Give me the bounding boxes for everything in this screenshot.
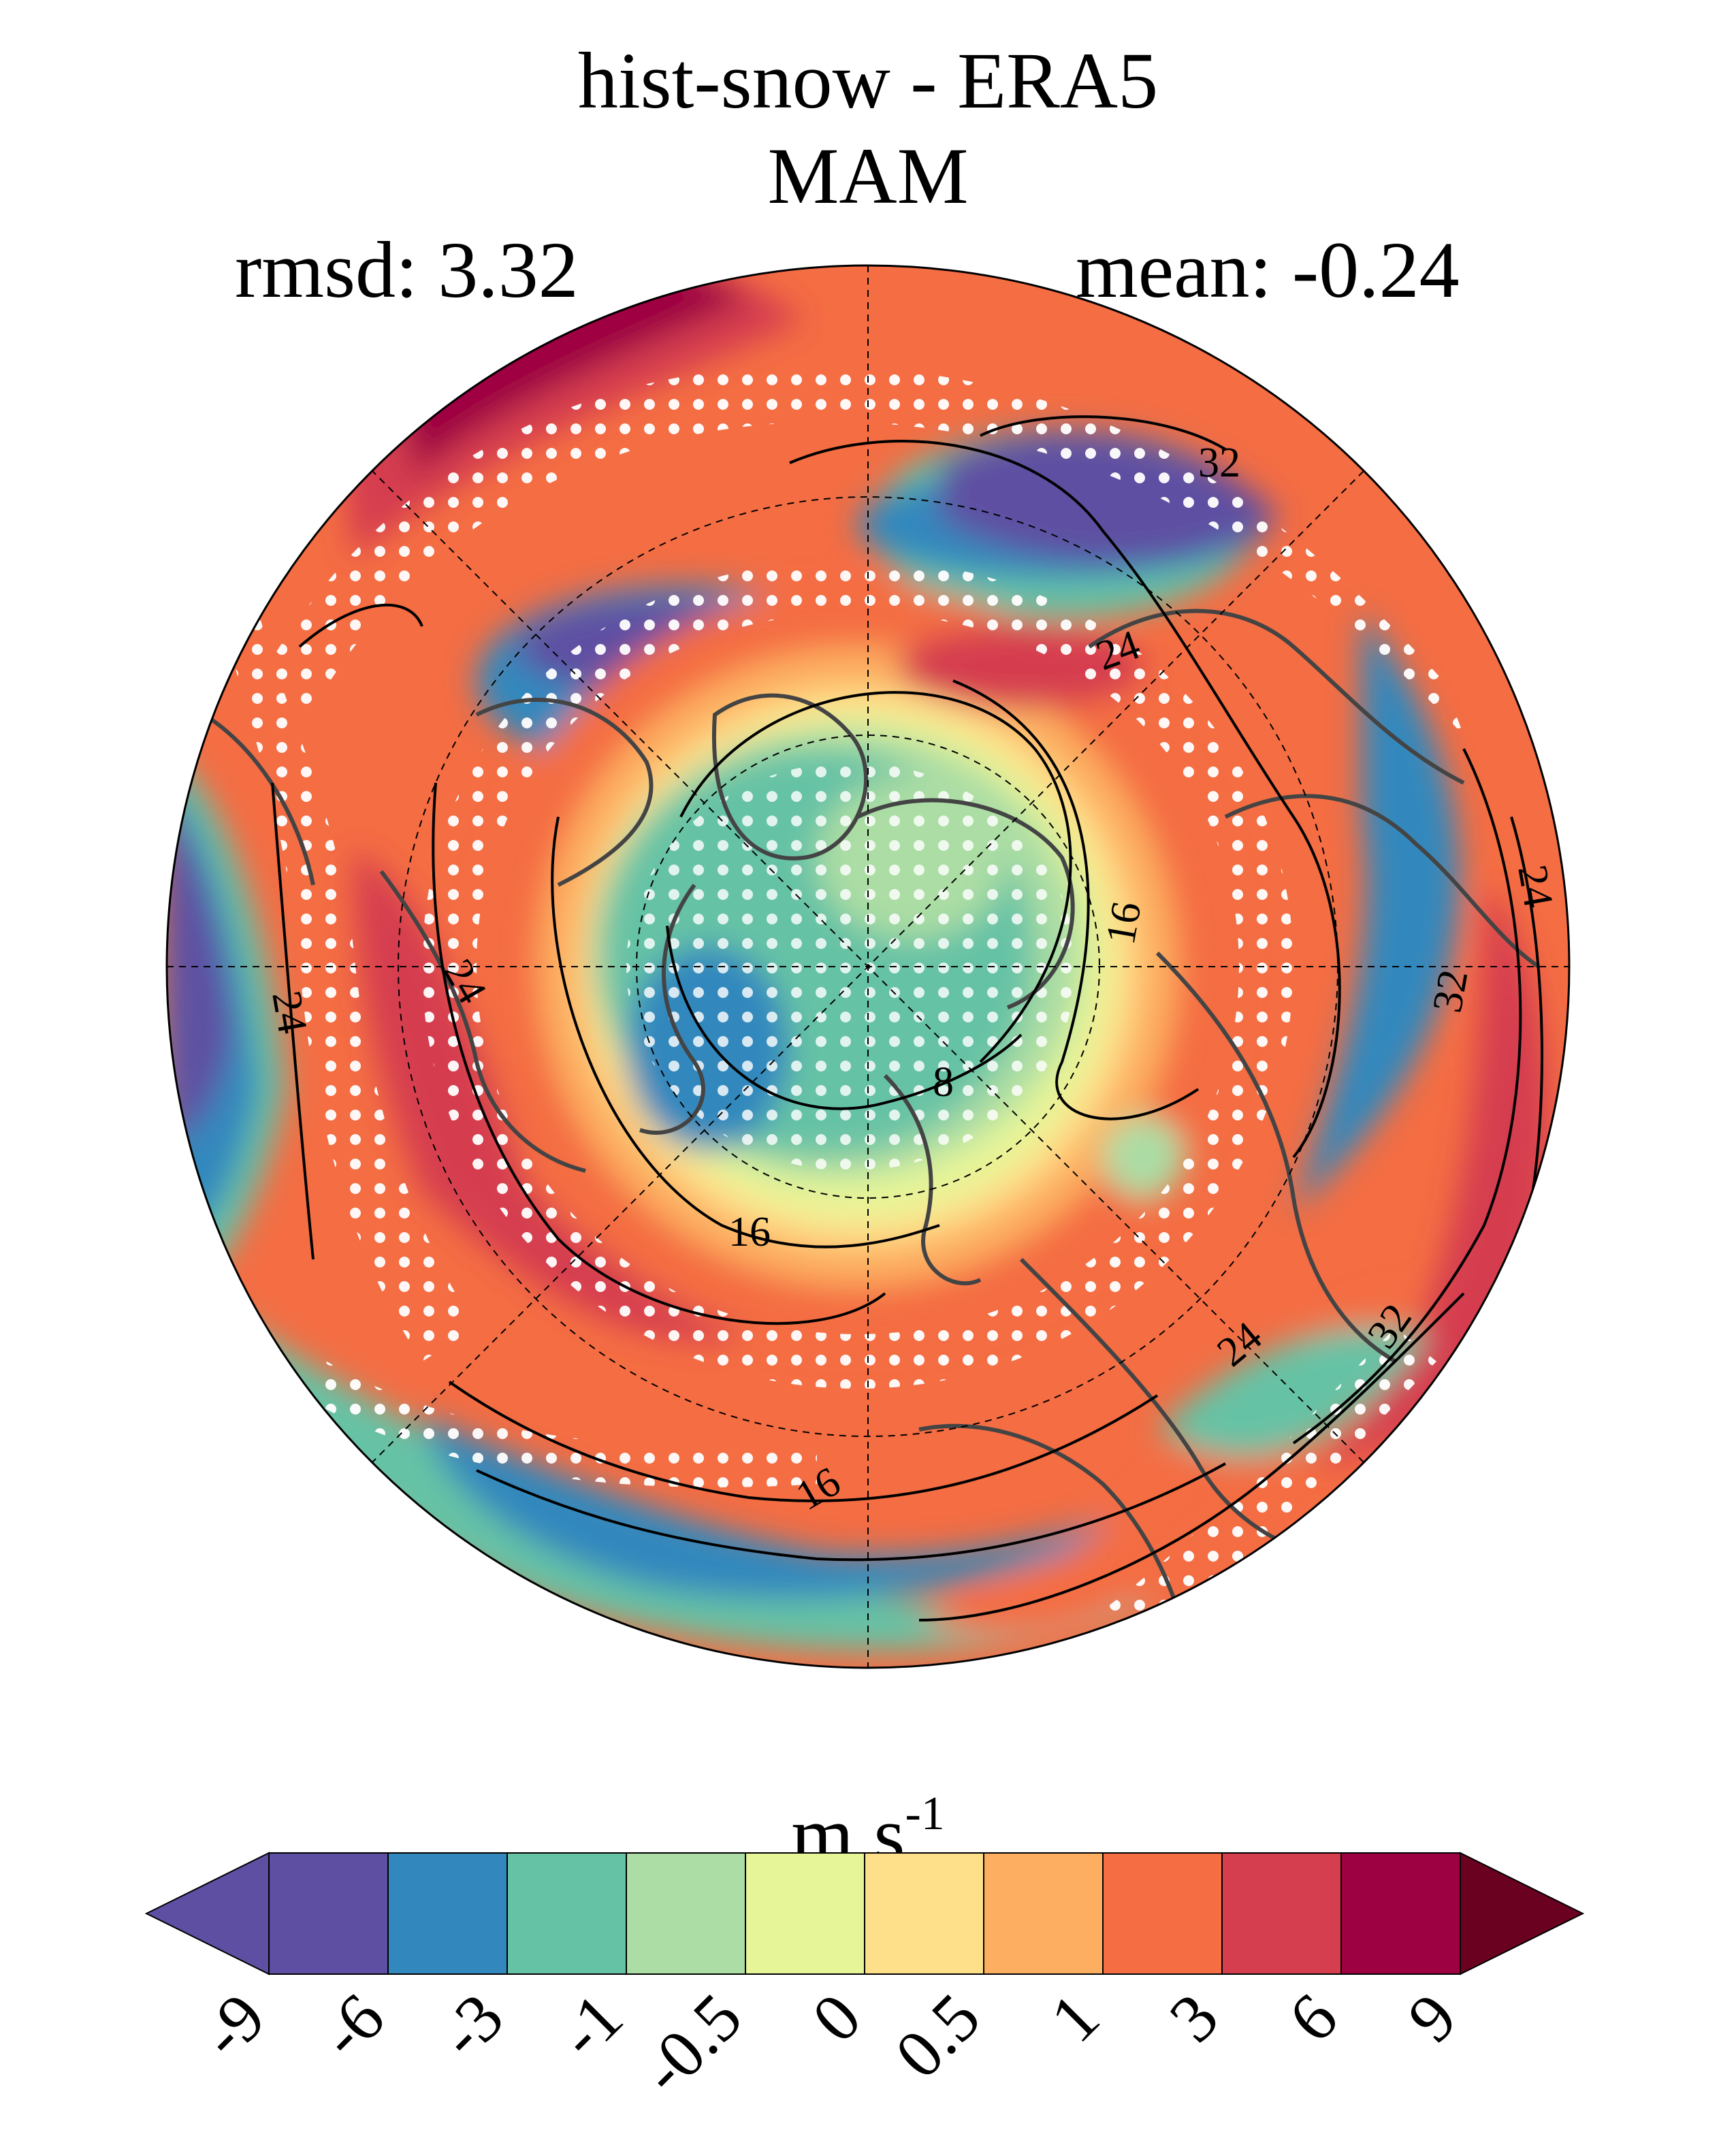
colorbar-tick-label: -9 — [186, 1979, 279, 2072]
colorbar-tick-label: -0.5 — [626, 1979, 756, 2108]
colorbar-tick-label: 1 — [1036, 1979, 1114, 2056]
units-exponent: -1 — [905, 1788, 945, 1840]
graticule — [167, 265, 1569, 1668]
climatology-contours — [271, 415, 1543, 1621]
mean-label: mean: -0.24 — [1076, 225, 1460, 314]
map-border — [165, 264, 1571, 1669]
colorbar-tick-label: 6 — [1274, 1979, 1352, 2056]
colorbar-units: m s-1 — [0, 1790, 1736, 1875]
contour-label: 16 — [728, 1209, 771, 1255]
colorbar-tick-label: -6 — [305, 1979, 398, 2072]
contour-label: 32 — [1198, 440, 1240, 486]
contour-label: 24 — [1509, 862, 1562, 911]
contour-label: 24 — [263, 988, 316, 1037]
colorbar-tick-label: 0 — [798, 1979, 875, 2056]
colorbar-tick-labels: -9 -6 -3 -1-0.5 0 0.5 1 3 6 9 — [186, 1979, 1470, 2108]
units-text: m s — [791, 1790, 905, 1879]
figure-title: hist-snow - ERA5 — [577, 36, 1159, 125]
colorbar-tick-label: -1 — [543, 1979, 637, 2072]
colorbar-tick-label: 3 — [1155, 1979, 1233, 2056]
colorbar-tick-label: 9 — [1394, 1979, 1471, 2056]
coastlines — [203, 609, 1540, 1634]
significance-stippling — [225, 366, 1464, 1647]
contour-label: 16 — [1097, 899, 1151, 948]
colorbar-tick-label: -3 — [424, 1979, 517, 2072]
contour-label: 32 — [1424, 967, 1477, 1016]
rmsd-label: rmsd: 3.32 — [235, 225, 579, 314]
polar-map: 32 24 24 24 24 16 16 16 8 32 32 24 — [165, 264, 1571, 1669]
colorbar-tick-label: 0.5 — [881, 1979, 995, 2093]
figure-subtitle: MAM — [767, 131, 969, 221]
contour-label: 8 — [933, 1059, 954, 1106]
